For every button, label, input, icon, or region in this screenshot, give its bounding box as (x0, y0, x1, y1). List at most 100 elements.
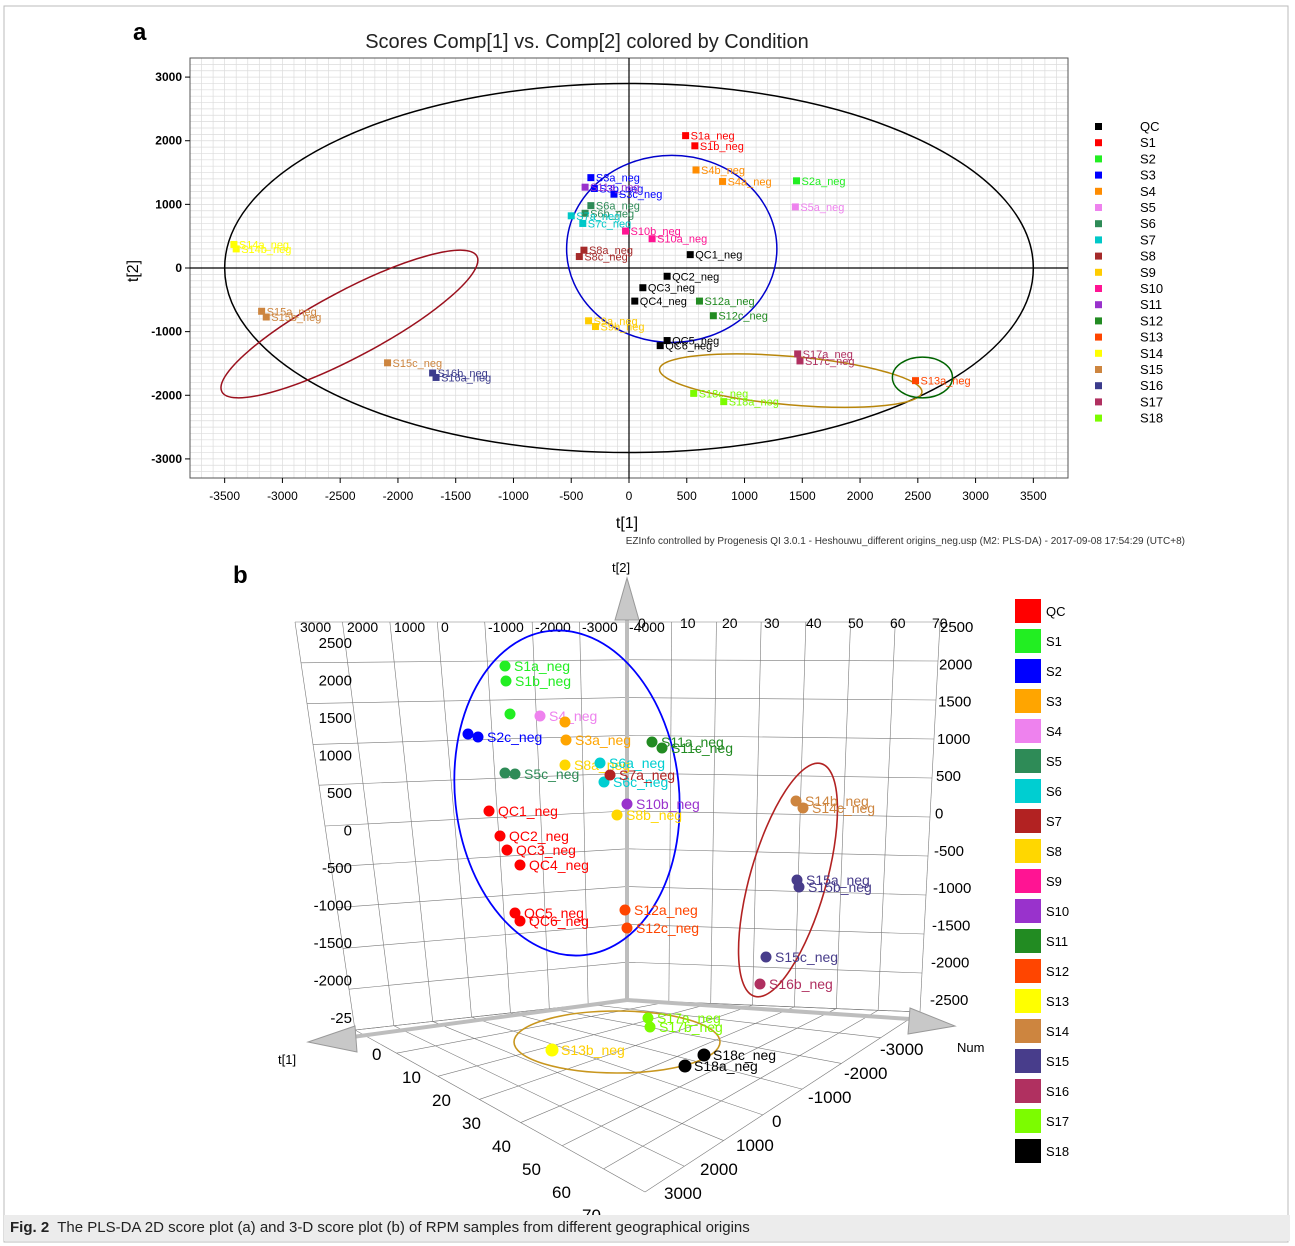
x-tick-label: -2000 (383, 489, 414, 503)
point-label: S12a_neg (704, 296, 754, 308)
legend-swatch-s3 (1015, 689, 1041, 713)
legend-label-s10: S10 (1140, 281, 1163, 296)
point-qc (502, 845, 512, 855)
axis-label-num: Num (957, 1040, 984, 1055)
point-label: S5c_neg (524, 766, 579, 782)
top-right-tick: 70 (932, 615, 948, 631)
point-label: S18a_neg (694, 1058, 758, 1074)
t1-tick: 30 (462, 1114, 481, 1133)
left-axis-tick: -25 (330, 1010, 352, 1027)
point-s12 (710, 312, 717, 319)
point-s18 (679, 1060, 691, 1072)
point-s1 (691, 142, 698, 149)
legend-swatch-s11 (1015, 929, 1041, 953)
y-axis-label: t[2] (125, 260, 142, 282)
x-tick-label: 1000 (731, 489, 758, 503)
point-s3 (561, 735, 571, 745)
legend-label-s4: S4 (1140, 184, 1156, 199)
right-axis-tick: -1500 (932, 917, 970, 934)
point-s7 (579, 220, 586, 227)
point-label: S4b_neg (701, 165, 745, 177)
left-axis-tick: 2500 (319, 635, 352, 652)
point-label: S9b_neg (600, 322, 644, 334)
legend-swatch-s13 (1015, 989, 1041, 1013)
legend-label-s2: S2 (1046, 664, 1062, 679)
point-s11 (657, 743, 667, 753)
x-tick-label: 0 (626, 489, 633, 503)
point-s4 (535, 711, 545, 721)
point-s9 (592, 323, 599, 330)
num-tick: 0 (772, 1112, 781, 1131)
top-right-tick: 50 (848, 615, 864, 631)
top-left-tick: -4000 (629, 619, 665, 635)
t1-tick: 10 (402, 1068, 421, 1087)
legend-label-s12: S12 (1140, 313, 1163, 328)
point-s8 (576, 253, 583, 260)
point-s14 (233, 245, 240, 252)
point-s9 (585, 317, 592, 324)
point-label: S11c_neg (671, 740, 733, 756)
right-axis-tick: 500 (936, 768, 961, 785)
point-label: S15b_neg (808, 879, 872, 895)
point-qc (639, 284, 646, 291)
legend-swatch-s10 (1095, 285, 1102, 292)
left-axis-tick: -1000 (314, 898, 352, 915)
legend-swatch-s5 (1095, 204, 1102, 211)
point-label: S17b_neg (659, 1019, 723, 1035)
x-tick-label: 2000 (847, 489, 874, 503)
legend-swatch-qc (1015, 599, 1041, 623)
left-axis-tick: 0 (344, 823, 352, 840)
point-s5 (792, 203, 799, 210)
point-label: QC2_neg (672, 271, 719, 283)
legend-swatch-s6 (1095, 220, 1102, 227)
num-tick: 1000 (736, 1136, 774, 1155)
left-axis-tick: -500 (322, 860, 352, 877)
point-qc (484, 806, 494, 816)
top-left-tick: 2000 (347, 619, 378, 635)
point-s6 (595, 758, 605, 768)
axis-label-t2: t[2] (612, 560, 630, 575)
legend-label-qc: QC (1140, 119, 1160, 134)
point-s10 (622, 228, 629, 235)
point-qc (657, 342, 664, 349)
t1-tick: 60 (552, 1183, 571, 1202)
point-s17 (645, 1022, 655, 1032)
point-label: S13b_neg (561, 1042, 625, 1058)
legend-label-s10: S10 (1046, 904, 1069, 919)
point-label: QC4_neg (529, 857, 589, 873)
legend-label-s16: S16 (1046, 1084, 1069, 1099)
point-label: S2c_neg (487, 729, 542, 745)
legend-swatch-s9 (1015, 869, 1041, 893)
legend-label-s5: S5 (1046, 754, 1062, 769)
y-tick-label: 3000 (155, 70, 182, 84)
point-label: S12c_neg (636, 920, 699, 936)
left-axis-tick: -2000 (314, 973, 352, 990)
point-s4 (719, 178, 726, 185)
top-right-tick: 20 (722, 615, 738, 631)
legend-label-s8: S8 (1140, 249, 1156, 264)
legend-label-s14: S14 (1046, 1024, 1069, 1039)
point-label: S1b_neg (700, 141, 744, 153)
top-right-tick: 0 (638, 615, 646, 631)
x-axis-label: t[1] (616, 515, 638, 532)
caption-text: The PLS-DA 2D score plot (a) and 3-D sco… (57, 1219, 750, 1236)
point-label: S15c_neg (393, 358, 443, 370)
legend-swatch-s16 (1015, 1079, 1041, 1103)
legend-swatch-s1 (1015, 629, 1041, 653)
point-label: S10b_neg (631, 226, 681, 238)
x-tick-label: -1500 (440, 489, 471, 503)
point-label: QC4_neg (640, 296, 687, 308)
legend-label-s4: S4 (1046, 724, 1062, 739)
point-label: S3a_neg (575, 732, 631, 748)
right-axis-tick: 1500 (938, 694, 971, 711)
point-s1 (501, 676, 511, 686)
y-tick-label: 2000 (155, 134, 182, 148)
x-tick-label: -3000 (267, 489, 298, 503)
legend-swatch-s9 (1095, 269, 1102, 276)
num-tick: -1000 (808, 1088, 851, 1107)
x-tick-label: 2500 (904, 489, 931, 503)
point-s17 (794, 350, 801, 357)
point-s15 (384, 359, 391, 366)
point-label: S1a_neg (514, 658, 570, 674)
point-label: S11a_neg (590, 182, 639, 194)
